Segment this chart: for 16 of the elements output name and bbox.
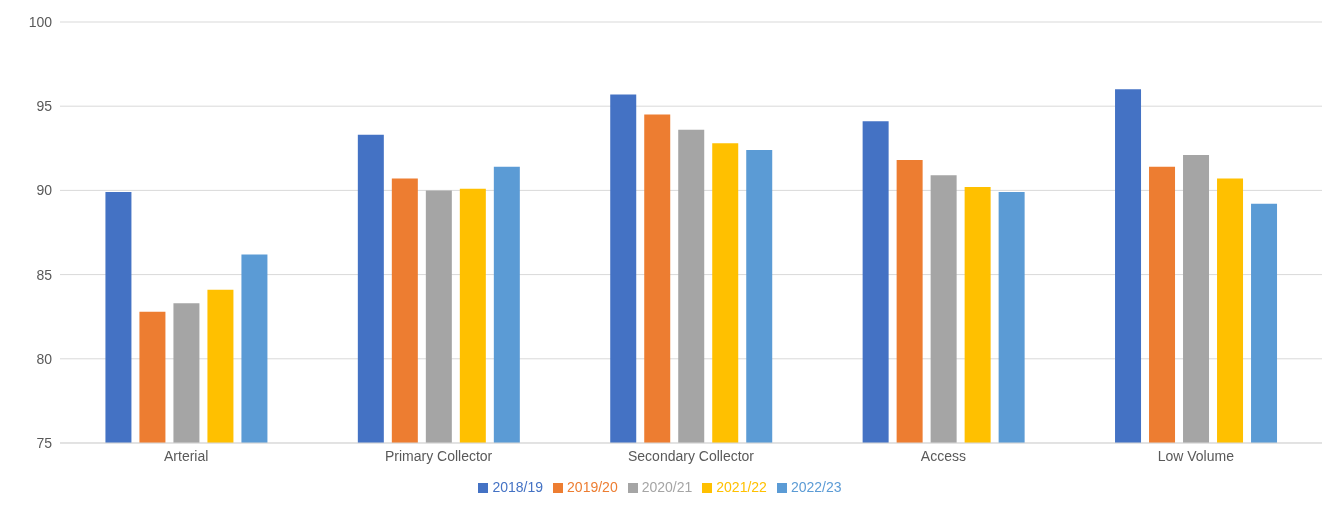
y-tick-label: 80 [36, 350, 53, 367]
y-tick-label: 75 [36, 434, 53, 451]
legend-label: 2021/22 [716, 479, 767, 495]
x-tick-label: Primary Collector [384, 447, 493, 464]
legend-label: 2019/20 [567, 479, 618, 495]
x-tick-label: Arterial [164, 447, 209, 464]
legend-label: 2020/21 [641, 479, 693, 495]
x-tick-label: Secondary Collector [627, 447, 755, 464]
x-tick-label: Access [920, 447, 966, 464]
legend-label: 2018/19 [492, 479, 544, 495]
y-tick-label: 100 [28, 13, 53, 30]
y-tick-label: 95 [36, 98, 53, 115]
legend-label: 2022/23 [790, 479, 842, 495]
x-tick-label: Low Volume [1157, 447, 1235, 464]
y-tick-label: 85 [36, 266, 53, 283]
y-tick-label: 90 [36, 182, 53, 199]
